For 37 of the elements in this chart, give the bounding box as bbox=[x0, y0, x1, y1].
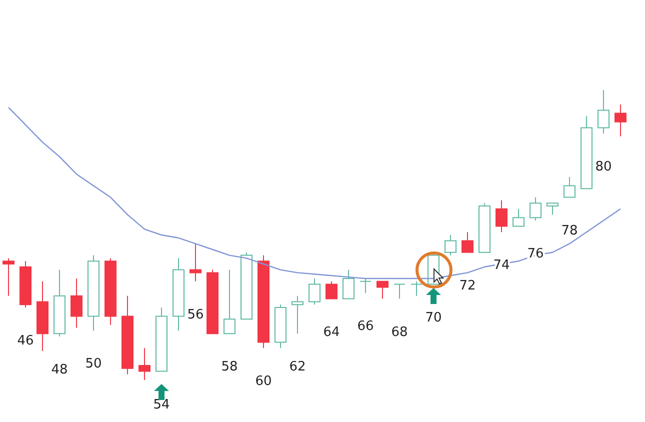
x-tick-label: 46 bbox=[17, 334, 34, 348]
candlestick bbox=[512, 208, 524, 227]
candlestick bbox=[376, 280, 388, 300]
candlestick bbox=[308, 278, 320, 306]
candlestick bbox=[530, 196, 542, 221]
candlestick bbox=[598, 90, 610, 134]
candlestick bbox=[342, 269, 354, 300]
x-tick-label: 60 bbox=[255, 374, 272, 390]
candlestick bbox=[292, 295, 304, 334]
candlestick bbox=[462, 232, 474, 253]
x-tick-label: 66 bbox=[357, 319, 374, 334]
candlestick bbox=[444, 234, 456, 256]
x-tick-label: 62 bbox=[289, 360, 306, 375]
candlestick bbox=[326, 280, 338, 300]
x-tick-label: 72 bbox=[459, 278, 476, 294]
candlestick bbox=[2, 258, 14, 296]
x-tick-label: 78 bbox=[561, 223, 578, 238]
x-tick-label: 70 bbox=[425, 310, 442, 326]
x-tick-label: 80 bbox=[595, 160, 612, 174]
x-tick-label: 50 bbox=[85, 356, 102, 372]
candlestick bbox=[564, 176, 576, 198]
x-tick-label: 48 bbox=[51, 362, 68, 378]
x-tick-label: 64 bbox=[323, 324, 340, 340]
candlestick bbox=[546, 202, 558, 216]
candlestick bbox=[410, 280, 422, 296]
x-tick-label: 54 bbox=[153, 397, 170, 412]
candlestick bbox=[138, 348, 150, 380]
candlestick bbox=[394, 284, 406, 300]
candlestick bbox=[190, 243, 202, 282]
candlestick bbox=[496, 200, 508, 233]
x-tick-label: 56 bbox=[187, 307, 204, 322]
x-tick-label: 68 bbox=[391, 324, 408, 340]
candlestick bbox=[224, 269, 236, 334]
candlestick bbox=[70, 278, 82, 328]
candlestick bbox=[614, 104, 626, 137]
candlestick bbox=[360, 278, 372, 294]
x-tick-label: 58 bbox=[221, 360, 238, 375]
